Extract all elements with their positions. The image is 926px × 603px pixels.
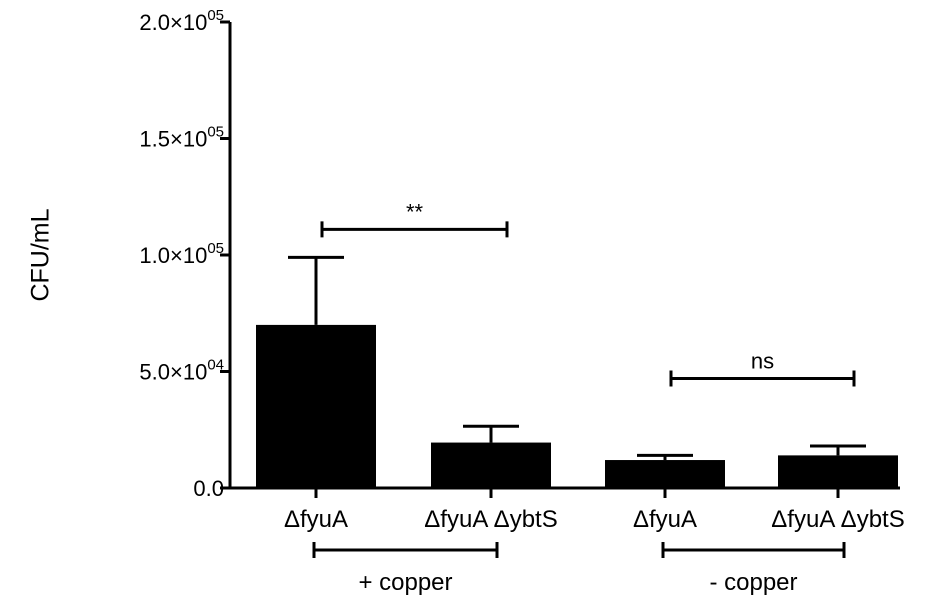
y-axis-title: CFU/mL	[27, 208, 55, 301]
bar	[605, 460, 725, 488]
y-tick-label: 1.0×1005	[139, 240, 224, 268]
error-bars	[288, 255, 866, 461]
category-label: ΔfyuA ΔybtS	[771, 506, 904, 533]
group-label: + copper	[358, 569, 452, 596]
significance-brackets: ** ns	[320, 199, 856, 387]
group-brackets: + copper - copper	[312, 542, 846, 596]
significance-label: **	[406, 199, 424, 224]
group-label: - copper	[709, 569, 797, 596]
bar	[256, 324, 376, 488]
bar	[778, 455, 898, 488]
y-tick-label: 0.0	[193, 476, 224, 501]
category-label: ΔfyuA ΔybtS	[424, 506, 557, 533]
y-tick-label: 2.0×1005	[139, 7, 224, 35]
category-label: ΔfyuA	[284, 506, 348, 533]
y-tick-label: 1.5×1005	[139, 124, 224, 152]
significance-label: ns	[751, 348, 774, 373]
axes: 0.0 5.0×1004 1.0×1005 1.5×1005 2.0×1005	[139, 7, 900, 501]
bars	[256, 324, 898, 488]
y-tick-label: 5.0×1004	[139, 357, 224, 385]
category-label: ΔfyuA	[633, 506, 697, 533]
category-labels: ΔfyuA ΔfyuA ΔybtS ΔfyuA ΔfyuA ΔybtS	[284, 506, 905, 533]
bar	[431, 442, 551, 488]
